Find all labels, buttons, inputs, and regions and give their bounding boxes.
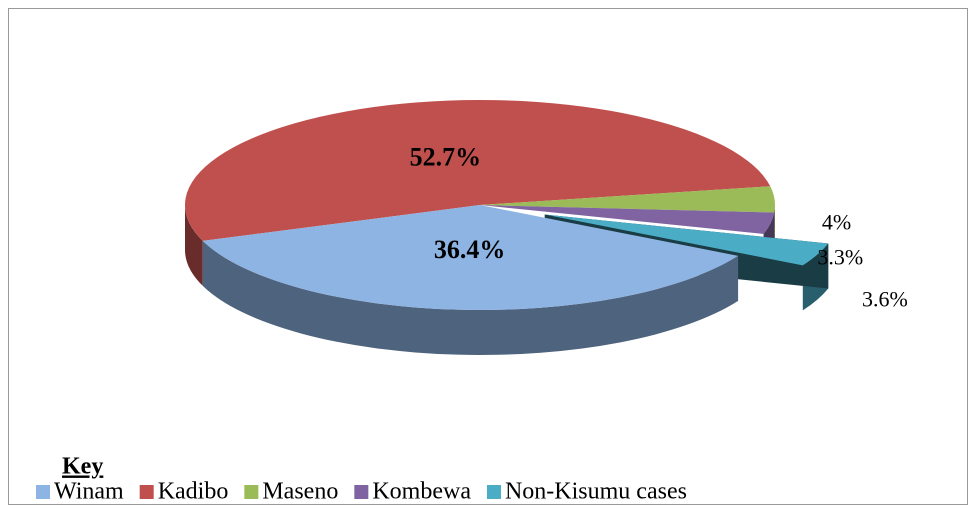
legend-label: Non-Kisumu cases: [505, 479, 687, 505]
data-label: 3.3%: [817, 245, 863, 270]
legend-label: Winam: [54, 479, 124, 505]
legend-title: Key: [62, 454, 103, 480]
pie-slice-side: [185, 205, 203, 286]
legend-swatch: [244, 485, 259, 499]
legend-swatch: [354, 485, 369, 499]
pie-slice: [544, 214, 829, 266]
legend-swatch: [139, 485, 154, 499]
pie-slice: [480, 186, 775, 213]
data-label: 36.4%: [434, 235, 506, 264]
legend-label: Kombewa: [372, 479, 471, 505]
pie-slice: [202, 205, 739, 310]
legend-label: Maseno: [262, 479, 338, 505]
pie-slice: [184, 99, 771, 241]
legend-swatch: [486, 485, 501, 499]
data-label: 52.7%: [410, 142, 482, 171]
legend-swatch: [36, 485, 50, 499]
legend-label: Kadibo: [158, 479, 229, 505]
data-label: 4%: [822, 210, 851, 235]
pie-slice-side: [202, 240, 739, 355]
pie-slice: [480, 205, 775, 234]
data-label: 3.6%: [862, 287, 908, 312]
